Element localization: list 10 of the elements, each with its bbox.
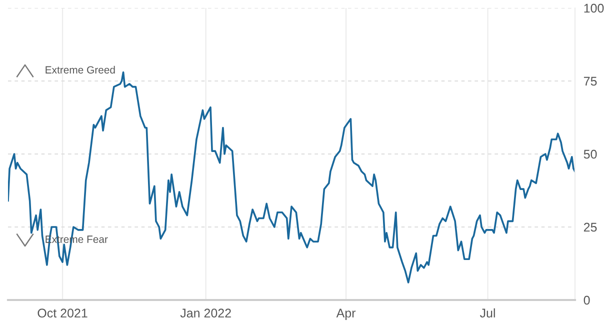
x-tick-label: Oct 2021 bbox=[38, 308, 88, 318]
y-tick-label: 25 bbox=[584, 222, 597, 232]
y-tick-label: 100 bbox=[584, 4, 604, 13]
annotation: Extreme Greed bbox=[46, 66, 115, 74]
x-tick-label: Jul bbox=[480, 308, 495, 318]
y-tick-label: 50 bbox=[584, 150, 597, 159]
y-tick-label: 0 bbox=[584, 296, 590, 305]
y-tick-label: 75 bbox=[584, 76, 597, 86]
x-tick-label: Apr bbox=[336, 308, 356, 320]
x-tick-label: Jan 2022 bbox=[180, 308, 231, 318]
